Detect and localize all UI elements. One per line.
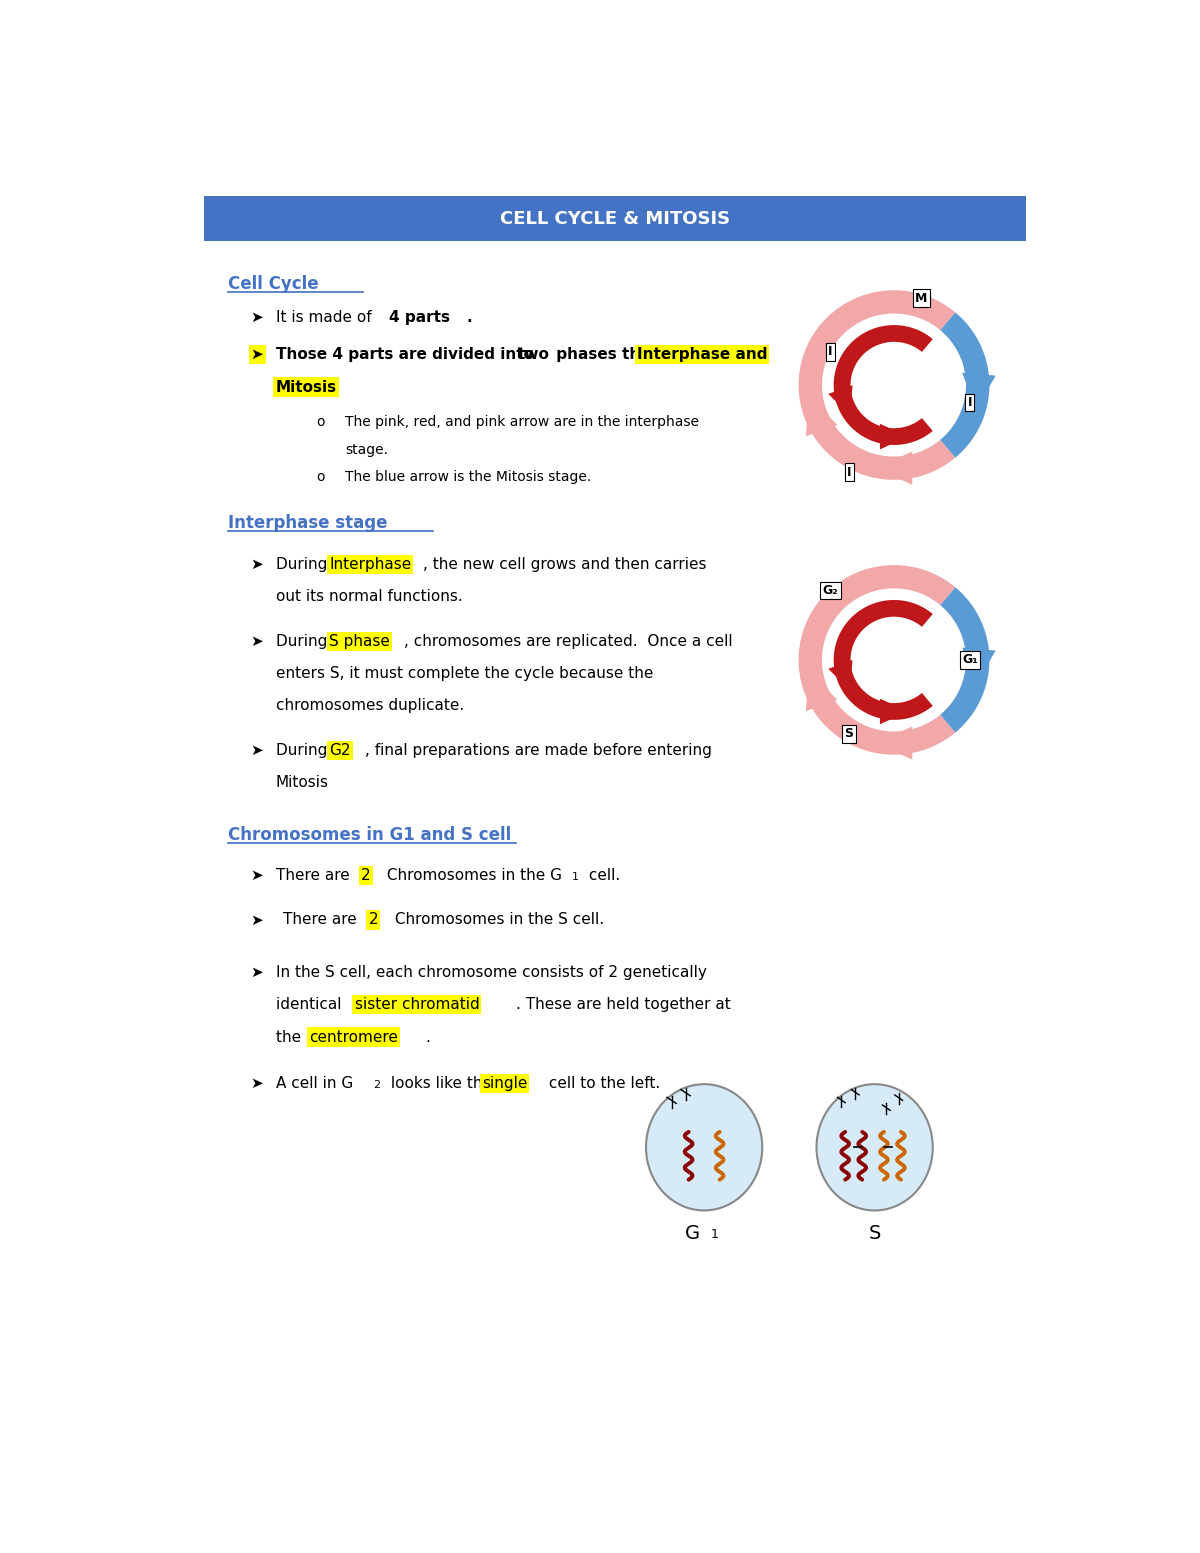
Text: cell to the left.: cell to the left. xyxy=(544,1076,660,1090)
Polygon shape xyxy=(828,385,852,416)
Text: 4 parts: 4 parts xyxy=(389,311,450,325)
Text: There are: There are xyxy=(283,913,362,927)
Text: The blue arrow is the Mitosis stage.: The blue arrow is the Mitosis stage. xyxy=(346,469,592,483)
Polygon shape xyxy=(941,587,990,733)
Text: It is made of: It is made of xyxy=(276,311,376,325)
Polygon shape xyxy=(798,290,955,480)
Text: ➤: ➤ xyxy=(251,913,264,927)
Text: G₁: G₁ xyxy=(962,654,978,666)
Text: stage.: stage. xyxy=(346,443,389,457)
Text: 2: 2 xyxy=(368,913,378,927)
Text: phases the: phases the xyxy=(552,348,656,362)
Polygon shape xyxy=(876,727,912,759)
Text: Chromosomes in the S cell.: Chromosomes in the S cell. xyxy=(390,913,605,927)
Text: Those 4 parts are divided into: Those 4 parts are divided into xyxy=(276,348,539,362)
Text: G₂: G₂ xyxy=(823,584,839,596)
Text: cell.: cell. xyxy=(584,868,620,882)
Text: enters S, it must complete the cycle because the: enters S, it must complete the cycle bec… xyxy=(276,666,653,682)
Text: out its normal functions.: out its normal functions. xyxy=(276,589,462,604)
Text: ➤: ➤ xyxy=(251,1076,264,1090)
Text: looks like the: looks like the xyxy=(385,1076,497,1090)
Text: ➤: ➤ xyxy=(251,348,264,362)
Polygon shape xyxy=(962,373,996,410)
Text: ➤: ➤ xyxy=(251,634,264,649)
Text: Mitosis: Mitosis xyxy=(276,775,329,790)
Polygon shape xyxy=(941,312,990,458)
Text: . These are held together at: . These are held together at xyxy=(516,997,731,1013)
Ellipse shape xyxy=(816,1084,932,1210)
Text: 2: 2 xyxy=(361,868,371,882)
Text: Cell Cycle: Cell Cycle xyxy=(228,275,324,294)
Text: centromere: centromere xyxy=(308,1030,397,1045)
Text: , chromosomes are replicated.  Once a cell: , chromosomes are replicated. Once a cel… xyxy=(404,634,733,649)
Text: 2: 2 xyxy=(373,1081,380,1090)
Polygon shape xyxy=(828,660,852,691)
Text: In the S cell, each chromosome consists of 2 genetically: In the S cell, each chromosome consists … xyxy=(276,964,707,980)
Text: ➤: ➤ xyxy=(251,742,264,758)
Text: Chromosomes in G1 and S cell: Chromosomes in G1 and S cell xyxy=(228,826,511,845)
Text: Chromosomes in the G: Chromosomes in the G xyxy=(383,868,563,882)
Polygon shape xyxy=(962,648,996,685)
Text: There are: There are xyxy=(276,868,354,882)
Text: During: During xyxy=(276,634,331,649)
Text: single: single xyxy=(481,1076,527,1090)
Text: The pink, red, and pink arrow are in the interphase: The pink, red, and pink arrow are in the… xyxy=(346,415,700,429)
Text: G: G xyxy=(685,1224,701,1244)
Text: .: . xyxy=(425,1030,430,1045)
Text: ➤: ➤ xyxy=(251,868,264,882)
Text: Interphase and: Interphase and xyxy=(637,348,767,362)
Text: During: During xyxy=(276,556,331,572)
Text: S: S xyxy=(845,727,853,741)
Text: A cell in G: A cell in G xyxy=(276,1076,353,1090)
Text: Interphase: Interphase xyxy=(329,556,412,572)
Text: S phase: S phase xyxy=(329,634,390,649)
FancyBboxPatch shape xyxy=(204,196,1026,241)
Polygon shape xyxy=(880,699,908,724)
Text: o: o xyxy=(317,415,325,429)
Polygon shape xyxy=(880,424,908,449)
Text: I: I xyxy=(828,345,833,359)
Text: identical: identical xyxy=(276,997,346,1013)
Text: G2: G2 xyxy=(329,742,350,758)
Text: ➤: ➤ xyxy=(251,556,264,572)
Text: I: I xyxy=(847,466,851,478)
Text: , final preparations are made before entering: , final preparations are made before ent… xyxy=(366,742,713,758)
Polygon shape xyxy=(806,396,838,436)
Polygon shape xyxy=(876,452,912,485)
Text: the: the xyxy=(276,1030,306,1045)
Text: ➤: ➤ xyxy=(251,964,264,980)
Polygon shape xyxy=(798,565,955,755)
Text: M: M xyxy=(914,292,928,304)
Text: CELL CYCLE & MITOSIS: CELL CYCLE & MITOSIS xyxy=(500,211,730,228)
Text: o: o xyxy=(317,469,325,483)
Text: chromosomes duplicate.: chromosomes duplicate. xyxy=(276,699,463,713)
Text: 1: 1 xyxy=(571,873,578,882)
Text: 1: 1 xyxy=(710,1228,718,1241)
Text: During: During xyxy=(276,742,331,758)
Text: , the new cell grows and then carries: , the new cell grows and then carries xyxy=(422,556,707,572)
Text: sister chromatid: sister chromatid xyxy=(355,997,479,1013)
Polygon shape xyxy=(806,671,838,711)
Text: .: . xyxy=(466,311,472,325)
Text: two: two xyxy=(517,348,550,362)
Text: S: S xyxy=(869,1224,881,1244)
Text: I: I xyxy=(967,396,972,410)
Text: Mitosis: Mitosis xyxy=(276,379,337,394)
Polygon shape xyxy=(834,599,932,721)
Text: ➤: ➤ xyxy=(251,311,264,325)
Polygon shape xyxy=(834,325,932,446)
Ellipse shape xyxy=(646,1084,762,1210)
Text: Interphase stage: Interphase stage xyxy=(228,514,392,531)
